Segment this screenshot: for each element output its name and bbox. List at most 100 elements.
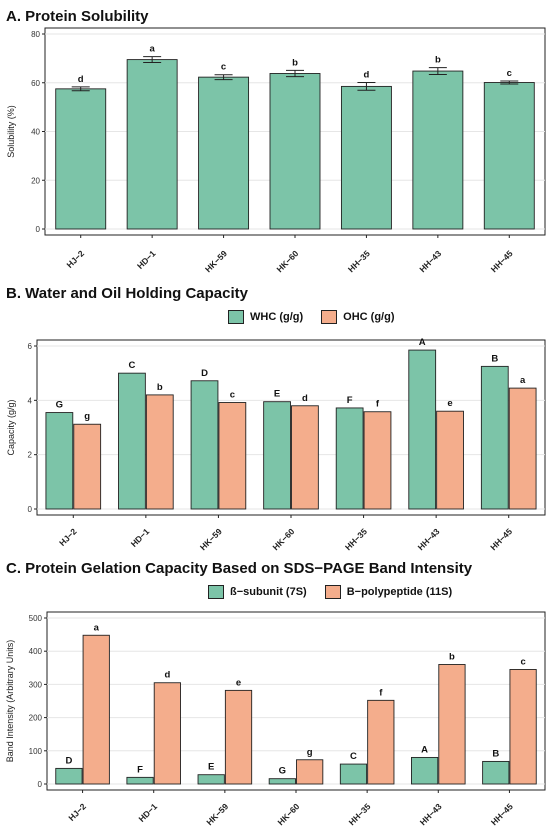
y-axis-label: Band Intensity (Arbitrary Units)	[5, 640, 15, 763]
significance-letter: G	[279, 766, 286, 777]
x-tick-label: HH−45	[489, 801, 515, 827]
y-tick-label: 100	[29, 747, 43, 756]
bar	[126, 776, 154, 785]
plot-frame	[46, 611, 546, 791]
significance-letter: f	[376, 399, 380, 410]
y-axis-label: Solubility (%)	[6, 105, 16, 158]
legend-item-11s: B−polypeptide (11S)	[324, 585, 453, 599]
bar	[408, 349, 437, 510]
chart-title: B. Water and Oil Holding Capacity	[6, 285, 248, 302]
significance-letter: B	[491, 353, 498, 364]
y-tick-label: 400	[29, 647, 43, 656]
legend-label: OHC (g/g)	[343, 311, 395, 323]
bar	[363, 411, 392, 510]
significance-letter: G	[56, 400, 63, 411]
bar	[73, 423, 102, 510]
y-tick-label: 200	[29, 714, 43, 723]
chart-title: A. Protein Solubility	[6, 8, 149, 25]
x-tick-label: HK−60	[275, 801, 301, 827]
bar	[118, 372, 146, 510]
significance-letter: b	[292, 57, 298, 68]
significance-letter: B	[492, 748, 499, 759]
significance-letter: E	[208, 762, 214, 773]
significance-letter: g	[307, 747, 313, 758]
significance-letter: d	[302, 393, 308, 404]
panel-solubility: A. Protein Solubility 0 20 40 60 80 Solubilit…	[0, 0, 550, 274]
bar	[483, 82, 535, 230]
bar	[153, 682, 181, 785]
y-tick-label: 40	[31, 128, 40, 137]
significance-letter: e	[236, 677, 241, 688]
legend-item-ohc: OHC (g/g)	[321, 310, 394, 324]
x-tick-label: HH−35	[347, 801, 373, 827]
significance-letter: C	[350, 751, 357, 762]
bar	[82, 634, 110, 785]
bar	[339, 763, 368, 785]
bar	[145, 394, 174, 510]
significance-letter: b	[449, 651, 455, 662]
y-tick-label: 60	[31, 79, 40, 88]
significance-letter: c	[507, 68, 512, 79]
legend-swatch	[321, 310, 338, 324]
chart-title: C. Protein Gelation Capacity Based on SD…	[6, 560, 473, 577]
significance-letter: a	[149, 44, 155, 55]
significance-letter: e	[447, 398, 452, 409]
significance-letter: b	[157, 382, 163, 393]
legend-swatch	[208, 585, 224, 599]
y-tick-label: 0	[36, 225, 41, 234]
significance-letter: d	[78, 74, 84, 85]
bar	[480, 365, 509, 510]
bar	[45, 412, 74, 510]
bar	[296, 759, 324, 785]
significance-letter: E	[274, 389, 280, 400]
significance-letter: c	[230, 390, 235, 401]
significance-letter: D	[201, 368, 208, 379]
y-tick-label: 6	[28, 342, 33, 351]
y-tick-label: 2	[28, 451, 33, 460]
bar	[126, 59, 178, 230]
x-tick-label: HK−59	[204, 801, 230, 827]
significance-letter: c	[221, 62, 226, 73]
bar	[508, 387, 537, 510]
panel-holding-capacity: B. Water and Oil Holding Capacity WHC (g…	[6, 285, 546, 552]
bar	[190, 380, 219, 510]
bar	[269, 73, 321, 230]
bar	[198, 76, 250, 230]
bar	[263, 401, 291, 510]
significance-letter: a	[520, 375, 526, 386]
y-tick-label: 0	[38, 780, 43, 789]
legend-label: B−polypeptide (11S)	[346, 586, 453, 598]
bar	[438, 664, 466, 785]
bar	[55, 767, 83, 785]
bar	[218, 402, 247, 510]
significance-letter: d	[364, 70, 370, 81]
significance-letter: f	[379, 687, 383, 698]
legend: WHC (g/g) OHC (g/g)	[228, 310, 412, 324]
y-tick-label: 80	[31, 30, 40, 39]
y-tick-label: 500	[29, 614, 43, 623]
legend-swatch	[324, 585, 341, 599]
y-tick-label: 4	[28, 396, 33, 405]
significance-letter: F	[137, 764, 143, 775]
legend-label: ß−subunit (7S)	[230, 586, 307, 598]
y-axis-label: Capacity (g/g)	[6, 399, 16, 455]
significance-letter: c	[520, 656, 525, 667]
x-tick-label: HJ−2	[66, 801, 88, 823]
significance-letter: b	[435, 55, 441, 66]
bar	[367, 699, 395, 785]
bar	[335, 407, 364, 510]
significance-letter: A	[419, 337, 426, 348]
significance-letter: D	[65, 755, 72, 766]
bar	[412, 70, 464, 230]
y-tick-label: 0	[28, 505, 33, 514]
significance-letter: F	[347, 395, 353, 406]
legend-label: WHC (g/g)	[250, 311, 304, 323]
bar	[509, 669, 537, 785]
legend-item-whc: WHC (g/g)	[228, 310, 303, 324]
bar	[197, 774, 225, 785]
significance-letter: A	[421, 744, 428, 755]
bar	[482, 760, 510, 785]
